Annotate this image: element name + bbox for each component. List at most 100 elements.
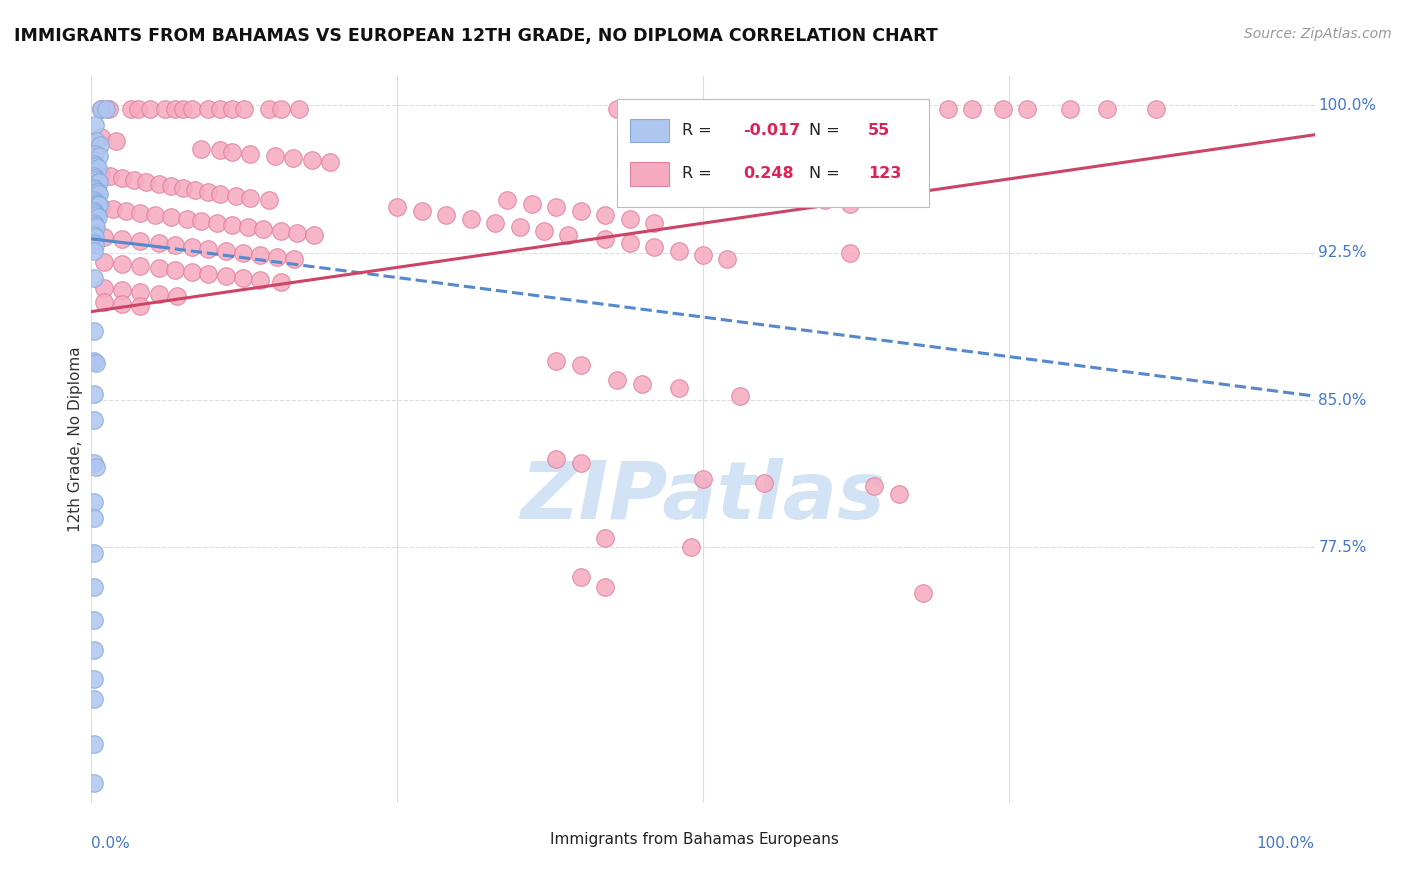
Point <box>215 269 238 284</box>
Point <box>83 495 105 509</box>
Point <box>111 232 134 246</box>
Point <box>1017 102 1039 116</box>
Text: Immigrants from Bahamas: Immigrants from Bahamas <box>550 832 754 847</box>
Point <box>692 472 714 486</box>
Point <box>257 102 280 116</box>
Point <box>385 201 409 215</box>
Point <box>207 216 229 230</box>
Point <box>84 134 107 148</box>
Text: 123: 123 <box>868 167 901 181</box>
Point <box>129 299 152 313</box>
Point <box>1144 102 1167 116</box>
Point <box>233 102 256 116</box>
Point <box>84 173 107 187</box>
Point <box>936 102 959 116</box>
Point <box>83 456 105 470</box>
Point <box>593 580 616 594</box>
Point <box>93 230 115 244</box>
Point <box>83 169 105 183</box>
Point <box>143 208 166 222</box>
Point <box>83 235 105 250</box>
Point <box>569 456 592 470</box>
Text: 0.0%: 0.0% <box>91 836 131 850</box>
Point <box>172 181 194 195</box>
Point <box>160 211 183 225</box>
Point <box>83 353 105 368</box>
Point <box>557 227 579 242</box>
Point <box>160 178 183 193</box>
Point <box>221 145 243 160</box>
Point <box>197 267 219 281</box>
Point <box>84 159 107 173</box>
Point <box>84 237 107 252</box>
Point <box>716 252 738 266</box>
Point <box>83 776 105 790</box>
Point <box>83 181 105 195</box>
Point <box>520 196 543 211</box>
Point <box>83 193 105 207</box>
Point <box>122 173 145 187</box>
Point <box>84 356 107 370</box>
Point <box>127 102 149 116</box>
Point <box>643 240 665 254</box>
Point <box>129 260 152 274</box>
FancyBboxPatch shape <box>630 162 669 186</box>
Point <box>679 541 702 555</box>
Point <box>163 102 186 116</box>
Point <box>264 149 287 163</box>
Point <box>239 147 262 161</box>
Point <box>801 102 824 116</box>
Point <box>208 144 231 158</box>
Text: -0.017: -0.017 <box>744 123 800 138</box>
Point <box>93 255 115 269</box>
Point <box>83 580 105 594</box>
Point <box>90 201 112 215</box>
Point <box>90 167 112 181</box>
Point <box>754 475 776 490</box>
Point <box>270 102 292 116</box>
Point <box>176 212 198 227</box>
Point <box>135 175 157 189</box>
Text: 55: 55 <box>868 123 890 138</box>
Point <box>197 242 219 256</box>
Point <box>283 252 305 266</box>
Point <box>319 155 342 169</box>
Point <box>83 157 105 171</box>
Point <box>87 186 110 201</box>
Point <box>84 147 107 161</box>
Point <box>838 196 860 211</box>
Point <box>190 214 212 228</box>
Point <box>496 193 519 207</box>
FancyBboxPatch shape <box>630 119 669 142</box>
Point <box>772 102 794 116</box>
Point <box>546 452 568 467</box>
Point <box>301 153 323 168</box>
Point <box>643 102 665 116</box>
Text: 92.5%: 92.5% <box>1319 245 1367 260</box>
Point <box>249 247 271 261</box>
Text: R =: R = <box>682 123 717 138</box>
Point <box>912 585 935 599</box>
Point <box>97 102 120 116</box>
Point <box>83 546 105 560</box>
Text: 85.0%: 85.0% <box>1319 392 1367 408</box>
Point <box>668 381 690 395</box>
Point <box>728 389 751 403</box>
Point <box>215 244 238 258</box>
Point <box>84 118 107 132</box>
Point <box>84 230 107 244</box>
Point <box>569 570 592 584</box>
Point <box>83 672 105 686</box>
Point <box>111 257 134 271</box>
Point <box>814 193 837 207</box>
Point <box>270 224 292 238</box>
Point <box>232 245 254 260</box>
Point <box>129 285 152 299</box>
Text: R =: R = <box>682 167 717 181</box>
Point <box>120 102 142 116</box>
Point <box>197 102 219 116</box>
Point <box>239 191 262 205</box>
Point <box>668 244 690 258</box>
Point <box>569 358 592 372</box>
Point <box>163 237 186 252</box>
